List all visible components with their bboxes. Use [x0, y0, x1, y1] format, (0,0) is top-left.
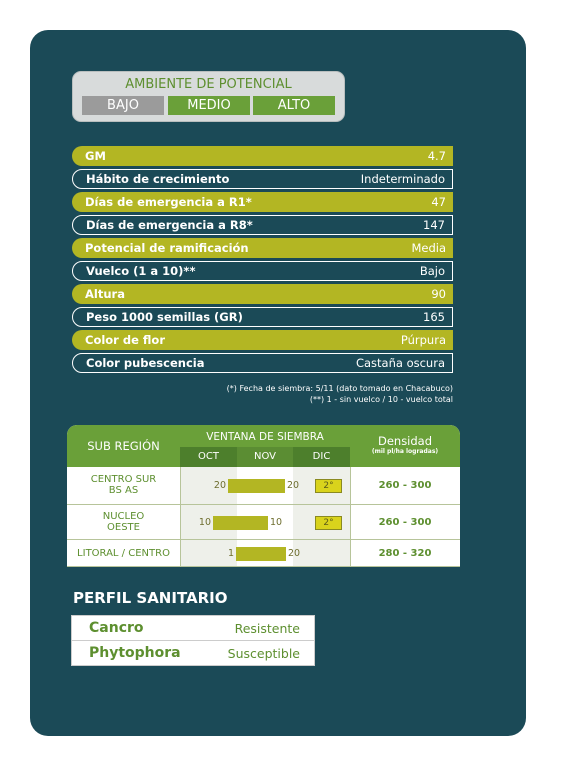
dic-box: 2° [315, 515, 342, 530]
row-line [67, 566, 460, 567]
spec-row: Vuelco (1 a 10)** Bajo [72, 261, 453, 281]
window-bar [213, 515, 268, 530]
density: 280 - 320 [378, 547, 432, 559]
region: NUCLEO [102, 510, 145, 522]
end-day: 20 [288, 547, 301, 559]
spec-value: Castaña oscura [355, 356, 445, 370]
status: Susceptible [227, 646, 300, 661]
density: 260 - 300 [378, 480, 432, 491]
spec-row: Hábito de crecimiento Indeterminado [72, 169, 453, 189]
row-line [67, 539, 460, 540]
siembra-table: SUB REGIÓN VENTANA DE SIEMBRA Densidad (… [67, 425, 460, 567]
divider [350, 467, 351, 567]
spec-row: GM 4.7 [72, 146, 453, 166]
window-bar [228, 479, 285, 493]
spec-value: Bajo [419, 264, 445, 278]
footnote: (*) Fecha de siembra: 5/11 (dato tomado … [226, 384, 453, 393]
spec-row: Color pubescencia Castaña oscura [72, 353, 453, 373]
region-cell: CENTRO SUR BS AS [67, 474, 180, 496]
end-day: 20 [287, 480, 300, 491]
spec-label: Altura [85, 287, 125, 301]
disease: Cancro [89, 620, 144, 636]
spec-value: 165 [423, 310, 445, 324]
spec-value: Indeterminado [360, 172, 445, 186]
spec-value: Media [411, 241, 446, 255]
sanitario-table: Cancro Resistente Phytophora Susceptible [71, 615, 315, 666]
spec-value: 47 [431, 195, 446, 209]
spec-label: Color pubescencia [86, 356, 205, 370]
region: OESTE [107, 521, 140, 533]
spec-row: Potencial de ramificación Media [72, 238, 453, 258]
start-day: 10 [198, 516, 211, 528]
region: BS AS [108, 485, 139, 496]
spec-value: 147 [423, 218, 445, 232]
region: CENTRO SUR [90, 474, 157, 485]
spec-label: Color de flor [85, 333, 165, 347]
spec-row: Color de flor Púrpura [72, 330, 453, 350]
spec-row: Peso 1000 semillas (GR) 165 [72, 307, 453, 327]
month: OCT [180, 447, 237, 467]
header-density-unit: (mil pl/ha logradas) [371, 448, 439, 455]
spec-row: Altura 90 [72, 284, 453, 304]
level-button: BAJO [82, 96, 164, 115]
spec-value: 90 [431, 287, 446, 301]
spec-value: 4.7 [427, 149, 446, 163]
month: DIC [293, 447, 350, 467]
spec-label: Vuelco (1 a 10)** [86, 264, 196, 278]
ambiente-title: AMBIENTE DE POTENCIAL [125, 77, 292, 92]
header-window: VENTANA DE SIEMBRA [180, 425, 350, 447]
window-bar [236, 546, 286, 561]
header-region: SUB REGIÓN [67, 425, 180, 467]
disease: Phytophora [89, 645, 181, 661]
spec-row: Días de emergencia a R8* 147 [72, 215, 453, 235]
spec-row: Días de emergencia a R1* 47 [72, 192, 453, 212]
spec-label: Días de emergencia a R8* [86, 218, 253, 232]
density: 260 - 300 [378, 516, 432, 528]
spec-label: Potencial de ramificación [85, 241, 249, 255]
ambiente-box: AMBIENTE DE POTENCIAL BAJO MEDIO ALTO [72, 71, 345, 122]
region: LITORAL / CENTRO [77, 547, 170, 559]
region-cell: NUCLEO OESTE [67, 511, 180, 533]
status: Resistente [234, 621, 300, 636]
sanitario-title: PERFIL SANITARIO [73, 589, 228, 607]
end-day: 10 [270, 516, 283, 528]
footnote: (**) 1 - sin vuelco / 10 - vuelco total [309, 395, 453, 404]
spec-label: GM [85, 149, 106, 163]
spec-value: Púrpura [400, 333, 446, 347]
spec-label: Peso 1000 semillas (GR) [86, 310, 243, 324]
divider [72, 640, 314, 641]
header-density: Densidad [377, 434, 433, 448]
month: NOV [237, 447, 293, 467]
start-day: 1 [227, 547, 234, 559]
row-line [67, 504, 460, 505]
header-density-cell: Densidad (mil pl/ha logradas) [350, 425, 460, 467]
level-button: MEDIO [168, 96, 250, 115]
divider [180, 467, 181, 567]
level-button: ALTO [253, 96, 335, 115]
region-cell: LITORAL / CENTRO [67, 548, 180, 559]
spec-label: Días de emergencia a R1* [85, 195, 252, 209]
spec-label: Hábito de crecimiento [86, 172, 230, 186]
start-day: 20 [213, 480, 226, 491]
dic-box: 2° [315, 479, 342, 493]
